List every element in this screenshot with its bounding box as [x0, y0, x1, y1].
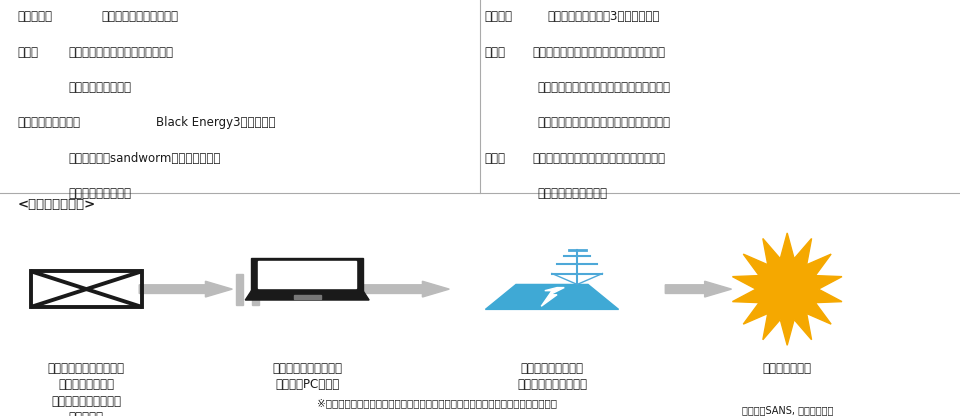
- Text: 備考：: 備考：: [485, 152, 506, 165]
- Text: マイクロソフトオフィス
の脆弱性を攻撃す
るマルウェアが添付さ
れたメール: マイクロソフトオフィス の脆弱性を攻撃す るマルウェアが添付さ れたメール: [48, 362, 125, 416]
- Text: ※現段階で発表・報道されている情報を集約したもの。詳細は現在国際的に調査中。: ※現段階で発表・報道されている情報を集約したもの。詳細は現在国際的に調査中。: [317, 399, 557, 409]
- Polygon shape: [139, 281, 232, 297]
- Text: 大規模停電発生: 大規模停電発生: [762, 362, 812, 375]
- Text: リモートからのシステム制御を通じ、変電: リモートからのシステム制御を通じ、変電: [533, 46, 666, 59]
- Text: 州内変電所（３０カ
所）のブレーカー遮断: 州内変電所（３０カ 所）のブレーカー遮断: [517, 362, 587, 391]
- Polygon shape: [261, 281, 449, 297]
- Polygon shape: [258, 261, 356, 288]
- Text: ハッカー集団sandwormが開発したとさ: ハッカー集団sandwormが開発したとさ: [68, 152, 221, 165]
- Polygon shape: [486, 285, 618, 310]
- Text: マーサービスセンターへの問い合わせ遮断: マーサービスセンターへの問い合わせ遮断: [538, 116, 671, 129]
- Text: 発生日時：: 発生日時：: [17, 10, 52, 23]
- Bar: [31, 271, 142, 307]
- Polygon shape: [665, 281, 732, 297]
- Text: 電力会社（２～３社）
の情報系PCに侵入: 電力会社（２～３社） の情報系PCに侵入: [273, 362, 342, 391]
- Text: 被害：: 被害：: [485, 46, 506, 59]
- Text: れるマルウェア）等: れるマルウェア）等: [68, 187, 132, 200]
- Text: ２０１５年１２月２３日: ２０１５年１２月２３日: [102, 10, 179, 23]
- Text: 場所：: 場所：: [17, 46, 38, 59]
- Polygon shape: [246, 291, 369, 300]
- Text: Black Energy3（ロシアの: Black Energy3（ロシアの: [156, 116, 276, 129]
- Text: 侵入先：: 侵入先：: [485, 10, 513, 23]
- Bar: [294, 295, 321, 299]
- Text: <停電までの経緯>: <停電までの経緯>: [17, 198, 96, 210]
- Text: （出典：SANS, 各種報道等）: （出典：SANS, 各種報道等）: [741, 406, 833, 416]
- Text: 所（３０カ所）のブレーカー遮断とカスタ: 所（３０カ所）のブレーカー遮断とカスタ: [538, 81, 671, 94]
- Text: イヴァーノ＝フランキーウシク州: イヴァーノ＝フランキーウシク州: [68, 46, 173, 59]
- Text: 関連するウィルス：: 関連するウィルス：: [17, 116, 81, 129]
- Polygon shape: [541, 287, 564, 306]
- Polygon shape: [732, 233, 842, 345]
- Text: に停電は解消された。: に停電は解消された。: [538, 187, 608, 200]
- Polygon shape: [252, 258, 363, 291]
- Bar: [252, 274, 259, 305]
- Text: （ウクライナ西部）: （ウクライナ西部）: [68, 81, 132, 94]
- Text: 州内電力会社（最大3社）関連設備: 州内電力会社（最大3社）関連設備: [547, 10, 660, 23]
- Bar: [236, 274, 243, 305]
- Text: 手動で復旧したため、早期（３－６時間）: 手動で復旧したため、早期（３－６時間）: [533, 152, 666, 165]
